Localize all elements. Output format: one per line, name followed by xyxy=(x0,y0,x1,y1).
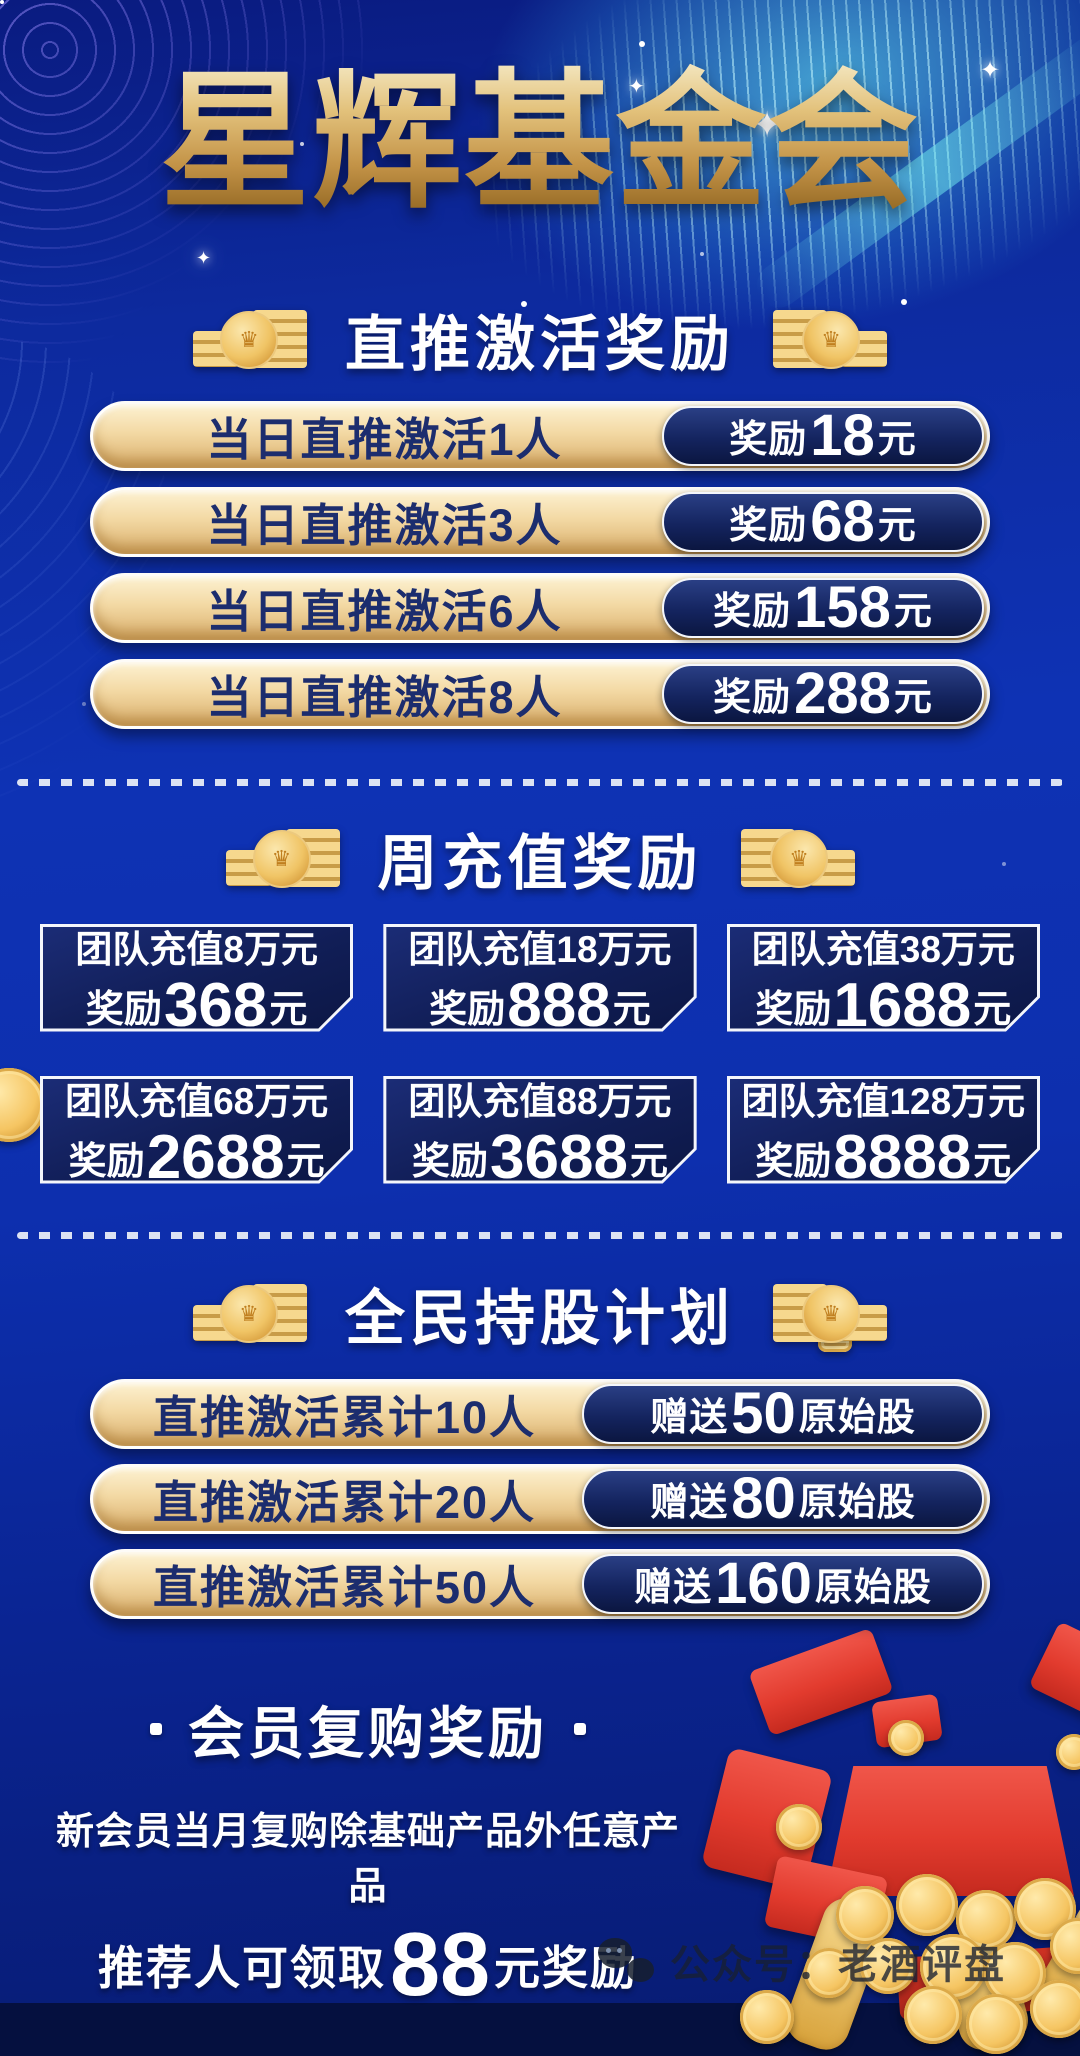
reward-row: 当日直推激活3人 奖励 68 元 xyxy=(90,486,990,557)
section-header-shareholding: ♛ 全民持股计划 ♛ xyxy=(0,1281,1080,1352)
page-title: 星辉基金会 xyxy=(0,0,1080,229)
section-title: 直推激活奖励 xyxy=(345,311,735,378)
shareholding-rows: 直推激活累计10人 赠送 50 原始股 直推激活累计20人 赠送 80 原始股 直推激活… xyxy=(0,1378,1080,1619)
row-condition: 直推激活累计20人 xyxy=(152,1477,537,1528)
reward-row: 当日直推激活8人 奖励 288 元 xyxy=(90,658,990,729)
watermark: 公众号：老酒评盘 xyxy=(598,1932,1006,1990)
dotted-divider xyxy=(17,778,1063,786)
recharge-cell: 团队充值88万元 奖励 3688 元 xyxy=(383,1076,696,1184)
coins-icon: ♛ xyxy=(737,827,855,891)
row-reward: 赠送 80 原始股 xyxy=(582,1468,984,1529)
row-reward: 奖励 158 元 xyxy=(662,577,984,638)
recharge-cell: 团队充值18万元 奖励 888 元 xyxy=(383,924,696,1032)
recharge-cell: 团队充值38万元 奖励 1688 元 xyxy=(727,924,1040,1032)
reward-row: 当日直推激活6人 奖励 158 元 xyxy=(90,572,990,643)
row-condition: 当日直推激活1人 xyxy=(206,414,563,465)
row-condition: 当日直推激活8人 xyxy=(206,672,563,723)
row-reward: 赠送 160 原始股 xyxy=(582,1553,984,1614)
section-title: 周充值奖励 xyxy=(377,830,703,897)
row-reward: 赠送 50 原始股 xyxy=(582,1383,984,1444)
dot-decor xyxy=(574,1723,586,1735)
reward-row: 直推激活累计50人 赠送 160 原始股 xyxy=(90,1548,990,1619)
watermark-label: 公众号：老酒评盘 xyxy=(670,1943,1006,1987)
reward-row: 直推激活累计20人 赠送 80 原始股 xyxy=(90,1463,990,1534)
coins-icon: ♛ xyxy=(225,827,344,891)
row-reward: 奖励 288 元 xyxy=(662,663,984,724)
recharge-grid: 团队充值8万元 奖励 368 元 团队充值18万元 奖励 888 元 团队充值38万元 … xyxy=(0,924,1080,1184)
recharge-cell: 团队充值128万元 奖励 8888 元 xyxy=(727,1076,1040,1184)
dotted-divider xyxy=(17,1231,1063,1239)
section-repurchase: 会员复购奖励 新会员当月复购除基础产品外任意产品 推荐人可领取 88 元奖励 xyxy=(48,1689,688,2010)
section-title: 全民持股计划 xyxy=(345,1285,735,1352)
repurchase-reward: 推荐人可领取 88 元奖励 xyxy=(97,1914,639,2015)
recharge-cell: 团队充值8万元 奖励 368 元 xyxy=(40,924,353,1032)
section-header-weekly-recharge: ♛ 周充值奖励 ♛ xyxy=(0,826,1080,897)
row-reward: 奖励 18 元 xyxy=(662,405,984,466)
row-reward: 奖励 68 元 xyxy=(662,491,984,552)
coins-icon: ♛ xyxy=(193,1282,311,1346)
section-title: 会员复购奖励 xyxy=(188,1701,548,1765)
row-condition: 当日直推激活6人 xyxy=(206,586,563,637)
coins-icon: ♛ xyxy=(193,308,311,372)
section-header-repurchase: 会员复购奖励 xyxy=(48,1689,688,1770)
row-condition: 直推激活累计50人 xyxy=(152,1562,537,1613)
poster: 星辉基金会 ♛ 直推激活奖励 ♛ 当日直推激活1人 奖励 18 元 当日直推激活3人… xyxy=(0,0,1080,2010)
reward-row: 当日直推激活1人 奖励 18 元 xyxy=(90,400,990,471)
row-condition: 当日直推激活3人 xyxy=(206,500,563,551)
dot-decor xyxy=(150,1723,162,1735)
wechat-icon xyxy=(598,1938,656,1984)
direct-push-rows: 当日直推激活1人 奖励 18 元 当日直推激活3人 奖励 68 元 当日直推激活6人 奖… xyxy=(0,400,1080,729)
recharge-cell: 团队充值68万元 奖励 2688 元 xyxy=(40,1076,353,1184)
repurchase-condition: 新会员当月复购除基础产品外任意产品 xyxy=(55,1810,680,1908)
row-condition: 直推激活累计10人 xyxy=(152,1392,537,1443)
reward-row: 直推激活累计10人 赠送 50 原始股 xyxy=(90,1378,990,1449)
coins-icon: ♛ xyxy=(769,308,887,372)
coins-icon: ♛ xyxy=(769,1282,887,1346)
section-header-direct-push: ♛ 直推激活奖励 ♛ xyxy=(0,307,1080,378)
